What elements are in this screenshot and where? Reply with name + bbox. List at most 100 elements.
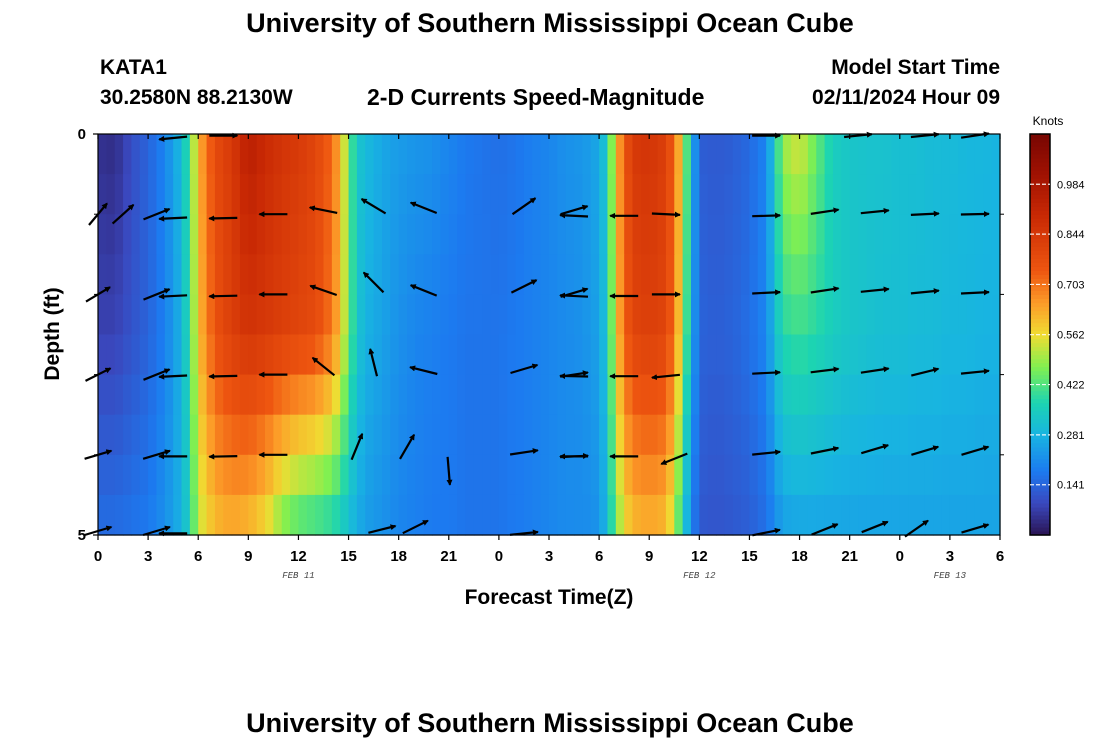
- heatmap-cell: [373, 494, 383, 536]
- heatmap-cell: [565, 214, 575, 255]
- heatmap-cell: [716, 494, 725, 536]
- heatmap-cell: [315, 454, 325, 496]
- heatmap-cell: [816, 134, 826, 175]
- heatmap-cell: [933, 134, 943, 175]
- heatmap-cell: [114, 454, 124, 496]
- heatmap-cell: [189, 374, 199, 416]
- heatmap-cell: [248, 254, 258, 295]
- heatmap-cell: [156, 214, 166, 255]
- heatmap-cell: [949, 254, 959, 295]
- heatmap-cell: [891, 254, 901, 295]
- heatmap-cell: [181, 334, 191, 376]
- colorbar-swatch: [1030, 170, 1050, 175]
- heatmap-cell: [716, 214, 725, 255]
- current-vector-arrow: [509, 448, 539, 456]
- heatmap-cell: [290, 294, 300, 336]
- heatmap-cell: [340, 214, 350, 255]
- heatmap-cell: [716, 454, 725, 496]
- heatmap-cell: [98, 374, 107, 416]
- heatmap-cell: [891, 374, 901, 416]
- heatmap-cell: [707, 134, 717, 175]
- colorbar-swatch: [1030, 226, 1050, 231]
- heatmap-cell: [315, 494, 325, 536]
- heatmap-cell: [139, 294, 149, 336]
- x-tick-label: 6: [595, 548, 603, 565]
- colorbar-swatch: [1030, 486, 1050, 492]
- heatmap-cell: [273, 174, 283, 215]
- heatmap-cell: [331, 374, 341, 416]
- heatmap-cell: [348, 334, 358, 376]
- colorbar-swatch: [1030, 434, 1050, 440]
- heatmap-cell: [340, 334, 350, 376]
- heatmap-cell: [164, 494, 174, 536]
- current-vector-arrow: [158, 293, 188, 300]
- heatmap-cell: [381, 454, 391, 496]
- x-tick-label: 12: [691, 548, 708, 565]
- current-vector-arrow: [409, 201, 438, 215]
- heatmap-cell: [356, 174, 366, 215]
- heatmap-cell: [657, 414, 667, 456]
- heatmap-cell: [557, 174, 567, 215]
- heatmap-cell: [983, 414, 993, 456]
- current-vector-arrow: [860, 207, 890, 215]
- heatmap-cell: [924, 454, 934, 496]
- heatmap-cell: [958, 174, 968, 215]
- heatmap-cell: [256, 414, 266, 456]
- heatmap-cell: [231, 374, 241, 416]
- heatmap-cell: [649, 454, 659, 496]
- colorbar-swatch: [1030, 406, 1050, 412]
- heatmap-cell: [348, 134, 358, 175]
- heatmap-cell: [707, 214, 717, 255]
- colorbar-swatch: [1030, 190, 1050, 195]
- heatmap-cell: [482, 294, 492, 336]
- heatmap-cell: [457, 334, 467, 376]
- heatmap-cell: [515, 214, 525, 255]
- heatmap-cell: [473, 334, 483, 376]
- heatmap-cell: [774, 134, 784, 175]
- heatmap-cell: [949, 134, 959, 175]
- heatmap-cell: [265, 174, 274, 215]
- heatmap-cell: [549, 134, 558, 175]
- heatmap-cell: [807, 254, 817, 295]
- heatmap-cell: [707, 454, 717, 496]
- current-vector-arrow: [960, 368, 990, 375]
- heatmap-cell: [398, 134, 408, 175]
- heatmap-cell: [273, 374, 283, 416]
- heatmap-cell: [448, 494, 458, 536]
- heatmap-cell: [615, 174, 625, 215]
- heatmap-cell: [106, 174, 116, 215]
- heatmap-cell: [966, 334, 976, 376]
- heatmap-cell: [457, 414, 467, 456]
- heatmap-cell: [924, 134, 934, 175]
- heatmap-cell: [231, 174, 241, 215]
- heatmap-cell: [148, 414, 158, 456]
- heatmap-cell: [381, 254, 391, 295]
- heatmap-cell: [916, 414, 926, 456]
- heatmap-cell: [515, 374, 525, 416]
- heatmap-cell: [281, 334, 291, 376]
- x-axis-label: Forecast Time(Z): [465, 586, 634, 609]
- colorbar-swatch: [1030, 154, 1050, 159]
- heatmap-cell: [816, 374, 826, 416]
- heatmap-cell: [757, 454, 767, 496]
- heatmap-cell: [916, 134, 926, 175]
- current-vector-arrow: [559, 212, 589, 219]
- heatmap-cell: [607, 174, 617, 215]
- heatmap-cell: [933, 254, 943, 295]
- heatmap-cell: [807, 134, 817, 175]
- colorbar-swatch: [1030, 514, 1050, 520]
- heatmap-cell: [632, 414, 642, 456]
- heatmap-cell: [816, 334, 826, 376]
- heatmap-cell: [716, 374, 725, 416]
- heatmap-cell: [498, 334, 508, 376]
- heatmap-cell: [766, 174, 776, 215]
- heatmap-cell: [933, 494, 943, 536]
- heatmap-cell: [515, 254, 525, 295]
- heatmap-cell: [315, 334, 325, 376]
- heatmap-cell: [599, 454, 609, 496]
- heatmap-cell: [532, 214, 542, 255]
- heatmap-cell: [899, 414, 909, 456]
- colorbar-swatch: [1030, 390, 1050, 396]
- colorbar-swatch: [1030, 218, 1050, 223]
- colorbar-swatch: [1030, 326, 1050, 332]
